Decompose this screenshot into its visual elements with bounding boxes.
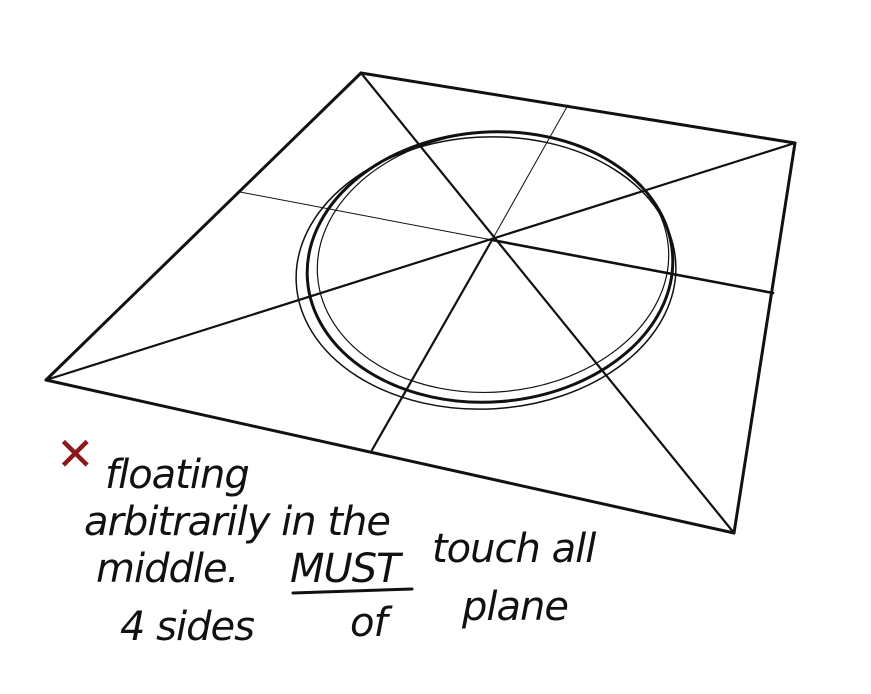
- plane-midline-horizontal-left: [239, 191, 493, 241]
- plane-midline-vertical-bottom: [370, 238, 494, 452]
- plane-edge-right: [732, 141, 797, 535]
- plane-midline-horizontal-right: [490, 238, 775, 295]
- plane: [44, 71, 797, 535]
- annotation-line-4-b: of: [350, 600, 393, 646]
- plane-midline-vertical-top: [491, 104, 569, 241]
- annotation-line-3-b: MUST: [290, 546, 404, 592]
- floating-ellipse-stroke-1: [305, 130, 675, 404]
- annotation-line-4-c: plane: [461, 584, 568, 630]
- floating-ellipse-stroke-2: [295, 136, 677, 410]
- annotation-line-2: arbitrarily in the: [84, 499, 390, 545]
- wrong-mark-icon: ✕: [56, 427, 95, 481]
- plane-edge-bottom: [44, 378, 736, 535]
- plane-diagonal-2: [44, 141, 797, 382]
- must-underline: [291, 587, 414, 595]
- annotation-line-4-a: 4 sides: [120, 604, 254, 650]
- floating-ellipse-stroke-3: [316, 130, 670, 394]
- plane-diagonal-1: [359, 71, 736, 535]
- plane-edge-top: [359, 71, 797, 145]
- annotation-line-1: floating: [105, 452, 249, 498]
- annotation-line-3-a: middle.: [96, 546, 238, 592]
- annotation: ✕ floating arbitrarily in the middle. MU…: [56, 427, 597, 650]
- plane-edge-left: [44, 71, 363, 382]
- annotation-line-3-c: touch all: [432, 526, 596, 572]
